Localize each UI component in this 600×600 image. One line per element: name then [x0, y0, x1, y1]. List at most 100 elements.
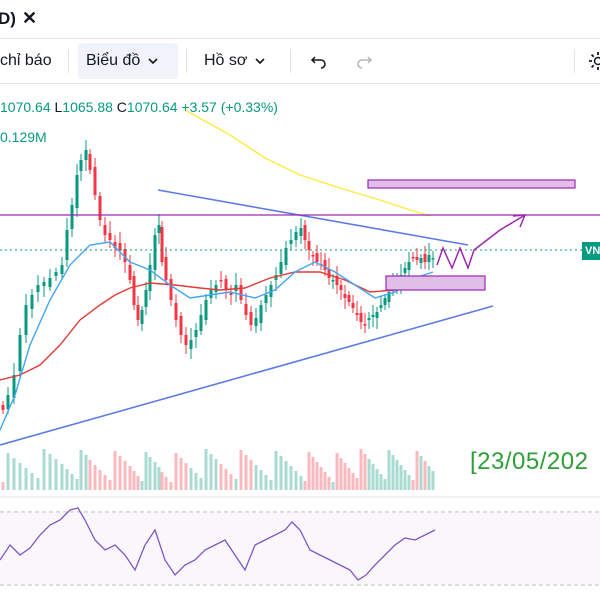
volume-bar [371, 464, 375, 490]
candle-body [279, 262, 283, 274]
volume-bar [48, 454, 52, 490]
candle-body [144, 290, 148, 307]
candle-body [209, 290, 213, 298]
volume-bar [42, 449, 46, 490]
volume-bar [118, 456, 122, 490]
volume-bar [12, 458, 16, 490]
close-key: C [116, 99, 127, 115]
candle-body [375, 312, 379, 318]
candle-body [194, 330, 198, 337]
volume-legend: 0.129M [0, 129, 47, 145]
descending-trendline [157, 189, 469, 246]
undo-button[interactable] [305, 47, 333, 75]
volume-bar [279, 456, 283, 490]
rsi-band-fill [0, 512, 600, 585]
candle-body [311, 255, 315, 257]
candle-body [343, 294, 347, 298]
candle-body [1, 405, 5, 410]
candle-body [98, 196, 102, 220]
volume-bar [339, 458, 343, 490]
volume-bar [269, 480, 273, 490]
volume-bar [113, 451, 117, 490]
candle-body [48, 278, 52, 287]
candle-body [54, 272, 58, 276]
candle-body [6, 395, 10, 409]
candle-body [189, 340, 193, 349]
candle-body [224, 279, 228, 290]
volume-bar [229, 474, 233, 490]
volume-bar [204, 449, 208, 490]
volume-bar [423, 461, 427, 490]
candle-body [411, 257, 415, 259]
volume-bar [194, 473, 198, 490]
candle-body [423, 254, 427, 262]
indicators-button[interactable]: chỉ báo [0, 43, 60, 79]
open-value: 1070.64 [0, 99, 51, 115]
volume-bar [239, 450, 243, 490]
volume-bar [70, 474, 74, 490]
volume-bar [395, 460, 399, 490]
toolbar-divider [574, 49, 575, 73]
low-key: L [54, 99, 63, 115]
volume-bar [303, 481, 307, 490]
volume-bar [264, 475, 268, 490]
candle-body [347, 295, 351, 302]
candle-body [419, 258, 423, 263]
ascending-trendline [0, 305, 494, 446]
volume-bar [136, 476, 140, 490]
volume-bar [367, 459, 371, 490]
volume-bar [323, 472, 327, 490]
candle-body [174, 303, 178, 320]
volume-bar [391, 455, 395, 490]
volume-bar [160, 472, 164, 490]
volume-bar [6, 453, 10, 490]
volume-bar [331, 482, 335, 490]
candle-body [259, 305, 263, 323]
candle-body [12, 375, 16, 398]
toolbar-divider [68, 49, 69, 73]
volume-bar [30, 473, 34, 490]
toolbar-divider [186, 49, 187, 73]
volume-bar [189, 468, 193, 490]
volume-bar [319, 467, 323, 490]
low-value: 1065.88 [62, 99, 113, 115]
redo-button[interactable] [350, 47, 378, 75]
candle-body [60, 265, 64, 274]
projection-path [436, 214, 526, 271]
volume-bar [335, 453, 339, 490]
candle-body [169, 279, 173, 300]
volume-bar [244, 455, 248, 490]
volume-bar [75, 479, 79, 490]
change-value: +3.57 (+0.33%) [181, 99, 278, 115]
current-price-tag: VN [582, 242, 600, 260]
settings-button[interactable] [584, 47, 600, 75]
volume-bar [164, 477, 168, 490]
redo-icon [357, 56, 373, 69]
close-value: 1070.64 [126, 99, 178, 115]
chart-type-dropdown[interactable]: Biểu đồ [78, 43, 178, 79]
candle-body [132, 276, 136, 305]
candle-body [108, 233, 112, 240]
rsi-line [0, 507, 436, 581]
volume-bar [144, 452, 148, 490]
volume-bar [174, 453, 178, 490]
volume-bar [327, 477, 331, 490]
candle-body [339, 285, 343, 290]
volume-bar [403, 470, 407, 490]
candle-body [383, 298, 387, 305]
candle-body [128, 265, 132, 280]
gear-icon [589, 52, 600, 70]
candle-body [229, 293, 233, 295]
candle-body [289, 240, 293, 244]
tab-close-button[interactable]: ✕ [22, 8, 38, 28]
candle-body [274, 275, 278, 280]
tab-title[interactable]: D) [0, 9, 16, 28]
profile-dropdown[interactable]: Hồ sơ [196, 43, 273, 79]
volume-bar [1, 482, 5, 490]
volume-bar [132, 471, 136, 490]
candle-body [234, 285, 238, 291]
volume-bar [224, 469, 228, 490]
candle-body [42, 282, 46, 286]
candle-body [294, 232, 298, 240]
